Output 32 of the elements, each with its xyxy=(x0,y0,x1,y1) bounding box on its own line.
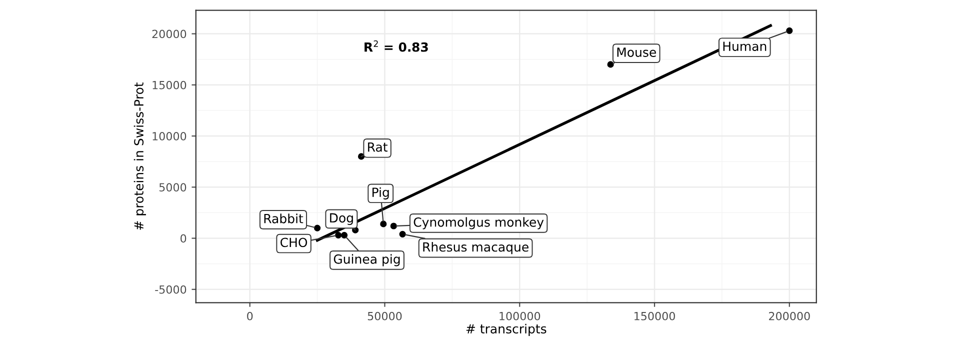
x-tick-label: 0 xyxy=(247,312,253,320)
y-tick-label: 15000 xyxy=(152,80,186,90)
annotation: Rat xyxy=(368,142,388,152)
point xyxy=(390,222,397,230)
annotation: Guinea pig xyxy=(334,254,400,266)
y-tick-label: 5000 xyxy=(159,183,186,192)
point xyxy=(380,220,387,228)
annotation: Rabbit xyxy=(264,214,304,224)
point xyxy=(607,61,614,68)
point xyxy=(314,224,321,232)
annotation: Cynomolgus monkey xyxy=(414,217,544,230)
x-tick-label: 50000 xyxy=(368,312,402,320)
annotation: Human xyxy=(723,42,766,51)
y-tick-label: 20000 xyxy=(152,30,186,38)
annotation: CHO xyxy=(280,238,308,248)
annotation: Dog xyxy=(330,213,353,226)
annotation: Mouse xyxy=(617,48,656,57)
annotation: Rhesus macaque xyxy=(423,242,528,254)
point xyxy=(335,232,342,238)
y-axis-title: # proteins in Swiss-Prot xyxy=(134,82,146,230)
x-tick-label: 100000 xyxy=(500,312,540,320)
annotation: R$^{2}$ = 0.83 xyxy=(364,40,428,52)
y-tick-label: 10000 xyxy=(152,132,186,140)
x-axis-title: # transcripts xyxy=(466,324,546,336)
point xyxy=(399,230,406,238)
y-tick-label: -5000 xyxy=(155,285,186,294)
x-tick-label: 150000 xyxy=(634,312,675,320)
point xyxy=(786,27,793,34)
x-tick-label: 200000 xyxy=(769,312,810,320)
point xyxy=(340,232,348,238)
y-tick-label: 0 xyxy=(180,234,186,243)
annotation: Pig xyxy=(372,187,389,200)
